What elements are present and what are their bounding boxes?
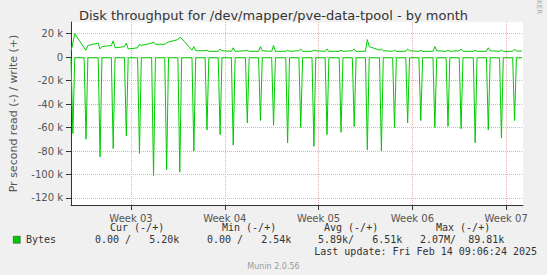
svg-text:Week 07: Week 07 [484,213,527,224]
svg-text:Week 04: Week 04 [203,213,246,224]
svg-text:Pr second read (-) / write (+): Pr second read (-) / write (+) [7,35,20,193]
svg-text:Avg (-/+): Avg (-/+) [324,221,379,233]
svg-text:Week 06: Week 06 [391,213,434,224]
svg-text:20 k: 20 k [41,28,63,39]
svg-text:Week 03: Week 03 [109,213,152,224]
svg-text:0: 0 [57,52,63,63]
svg-text:-60 k: -60 k [38,122,64,133]
svg-text:Max (-/+): Max (-/+) [436,222,490,233]
svg-text:-100 k: -100 k [31,169,63,180]
svg-text:Munin 2.0.56: Munin 2.0.56 [247,262,299,271]
svg-text:2.07M/ 89.81k: 2.07M/ 89.81k [420,234,504,245]
svg-text:RRDTOOL / TOBI OETIKER: RRDTOOL / TOBI OETIKER [535,0,543,14]
svg-text:Min (-/+): Min (-/+) [222,221,277,233]
svg-text:-20 k: -20 k [38,75,64,86]
svg-text:Bytes: Bytes [26,234,56,245]
svg-text:0.00 / 5.20k: 0.00 / 5.20k [95,234,179,245]
svg-text:-80 k: -80 k [38,146,64,157]
svg-text:Disk throughput for /dev/mappe: Disk throughput for /dev/mapper/pve-data… [79,8,468,23]
svg-text:-120 k: -120 k [31,192,63,203]
svg-text:0.00 / 2.54k: 0.00 / 2.54k [207,234,291,245]
svg-text:Cur (-/+): Cur (-/+) [110,221,165,233]
svg-text:-40 k: -40 k [38,99,64,110]
svg-text:Last update: Fri Feb 14 09:06:: Last update: Fri Feb 14 09:06:24 2025 [314,246,537,257]
svg-text:Week 05: Week 05 [297,213,340,224]
svg-text:5.89k/ 6.51k: 5.89k/ 6.51k [318,234,402,245]
